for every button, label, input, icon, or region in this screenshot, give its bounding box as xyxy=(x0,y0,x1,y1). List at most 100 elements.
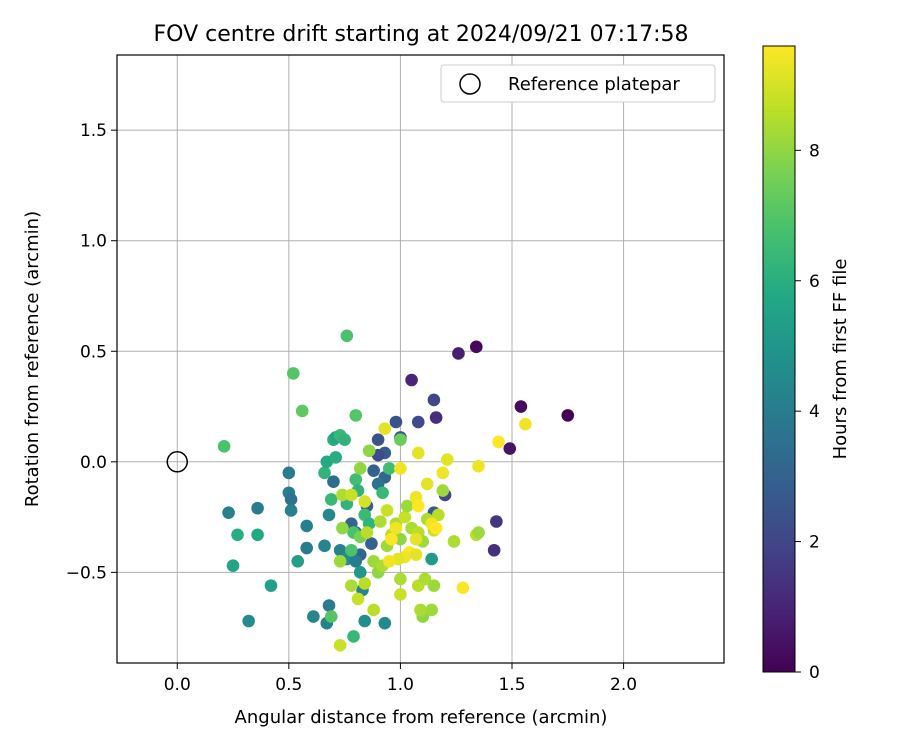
x-tick-label: 0.5 xyxy=(275,675,302,695)
data-point xyxy=(318,539,331,553)
data-point xyxy=(351,592,365,606)
data-point xyxy=(456,581,470,595)
data-point xyxy=(226,559,240,573)
data-point xyxy=(353,566,367,579)
y-axis-label: Rotation from reference (arcmin) xyxy=(22,211,43,507)
data-point xyxy=(452,347,465,360)
data-point xyxy=(362,444,376,458)
data-point xyxy=(353,462,367,475)
data-point xyxy=(487,543,501,557)
data-point xyxy=(429,521,443,535)
data-point xyxy=(425,603,438,617)
data-point xyxy=(329,451,342,464)
data-point xyxy=(349,409,363,422)
data-point xyxy=(336,521,349,535)
colorbar-gradient xyxy=(762,45,796,673)
data-point xyxy=(264,579,278,592)
data-point xyxy=(503,442,517,455)
plot-frame xyxy=(116,54,725,664)
data-point xyxy=(436,484,450,497)
data-point xyxy=(429,411,443,424)
data-point xyxy=(472,526,485,539)
data-point xyxy=(411,415,425,429)
data-point xyxy=(374,515,387,528)
data-point xyxy=(360,526,374,539)
data-point xyxy=(231,528,244,542)
data-point xyxy=(409,548,423,561)
data-point xyxy=(345,579,358,592)
data-point xyxy=(411,446,425,460)
legend-box xyxy=(440,64,716,103)
y-tick-label: 0.5 xyxy=(80,342,107,362)
axes: 0.0 0.5 1.0 1.5 2.0 −0.5 0.0 0.5 1.0 1.5 xyxy=(66,121,637,695)
x-tick-label: 0.0 xyxy=(164,675,191,695)
data-point xyxy=(358,495,372,508)
data-point xyxy=(345,543,358,557)
data-point xyxy=(367,464,380,477)
data-point xyxy=(300,519,313,533)
data-point xyxy=(324,610,338,623)
data-point xyxy=(490,515,503,528)
data-point xyxy=(469,340,483,354)
legend: Reference platepar xyxy=(440,64,716,103)
data-point xyxy=(284,504,298,517)
x-tick-label: 1.5 xyxy=(498,675,525,695)
data-point xyxy=(282,466,296,480)
data-point xyxy=(492,435,505,449)
data-point xyxy=(409,532,423,546)
data-point xyxy=(378,422,392,435)
data-point xyxy=(340,329,354,343)
data-point xyxy=(251,501,264,515)
x-tick-label: 1.0 xyxy=(387,675,414,695)
data-point xyxy=(349,554,363,568)
data-point xyxy=(324,493,338,506)
data-point xyxy=(425,552,438,566)
data-point xyxy=(447,535,461,548)
data-point xyxy=(432,508,445,522)
data-point xyxy=(347,630,360,643)
data-point xyxy=(394,572,407,586)
data-point xyxy=(394,588,407,601)
data-point xyxy=(519,417,532,431)
data-point xyxy=(242,614,255,628)
y-tick-label: 1.0 xyxy=(80,232,107,252)
data-point xyxy=(349,473,363,486)
colorbar-label: Hours from first FF file xyxy=(830,259,851,460)
y-tick-label: −0.5 xyxy=(66,563,107,583)
colorbar-tick-label: 8 xyxy=(809,141,820,161)
data-point xyxy=(418,572,432,586)
data-point xyxy=(371,433,385,446)
chart-title: FOV centre drift starting at 2024/09/21 … xyxy=(154,22,689,47)
x-axis-label: Angular distance from reference (arcmin) xyxy=(235,707,608,728)
data-point xyxy=(322,508,336,522)
data-point xyxy=(222,506,235,519)
data-point xyxy=(333,543,347,557)
data-point xyxy=(405,373,418,387)
data-point xyxy=(414,603,427,617)
legend-label: Reference platepar xyxy=(508,74,680,95)
data-point xyxy=(394,462,407,475)
data-point xyxy=(382,554,396,568)
colorbar-tick-label: 4 xyxy=(809,402,820,422)
data-point xyxy=(411,499,425,513)
data-point xyxy=(318,466,331,480)
data-points xyxy=(217,329,575,652)
data-point xyxy=(345,488,358,502)
data-point xyxy=(389,415,403,429)
colorbar-tick-label: 0 xyxy=(809,663,820,683)
data-point xyxy=(514,400,528,413)
data-point xyxy=(365,537,378,550)
data-point xyxy=(300,541,313,555)
data-point xyxy=(295,404,309,418)
grid xyxy=(117,55,724,663)
data-point xyxy=(336,488,349,502)
colorbar-ticks: 0 2 4 6 8 xyxy=(795,141,820,683)
data-point xyxy=(427,579,441,592)
data-point xyxy=(382,462,396,475)
data-point xyxy=(398,510,412,524)
data-point xyxy=(286,367,300,380)
data-point xyxy=(284,493,298,506)
data-point xyxy=(338,433,351,446)
